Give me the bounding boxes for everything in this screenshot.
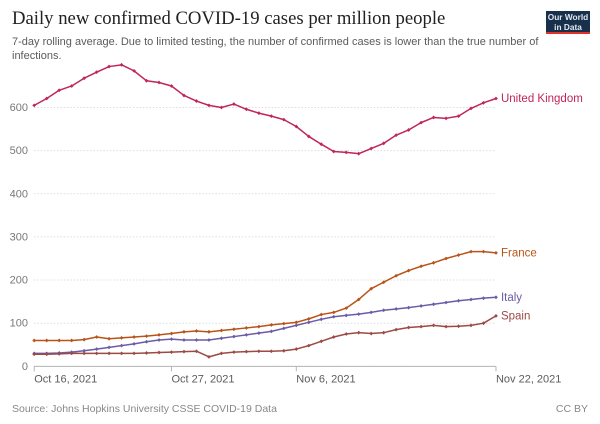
- svg-text:300: 300: [10, 231, 28, 243]
- svg-text:Oct 27, 2021: Oct 27, 2021: [172, 373, 235, 385]
- svg-text:United Kingdom: United Kingdom: [501, 93, 583, 105]
- svg-text:600: 600: [10, 102, 28, 114]
- svg-text:Nov 22, 2021: Nov 22, 2021: [496, 373, 561, 385]
- svg-text:500: 500: [10, 145, 28, 157]
- svg-text:Oct 16, 2021: Oct 16, 2021: [34, 373, 97, 385]
- svg-text:400: 400: [10, 188, 28, 200]
- svg-text:0: 0: [22, 361, 28, 373]
- svg-text:Spain: Spain: [501, 310, 530, 322]
- svg-text:Italy: Italy: [501, 292, 522, 304]
- svg-text:100: 100: [10, 318, 28, 330]
- svg-text:France: France: [501, 247, 537, 259]
- svg-text:Nov 6, 2021: Nov 6, 2021: [296, 373, 355, 385]
- svg-text:200: 200: [10, 275, 28, 287]
